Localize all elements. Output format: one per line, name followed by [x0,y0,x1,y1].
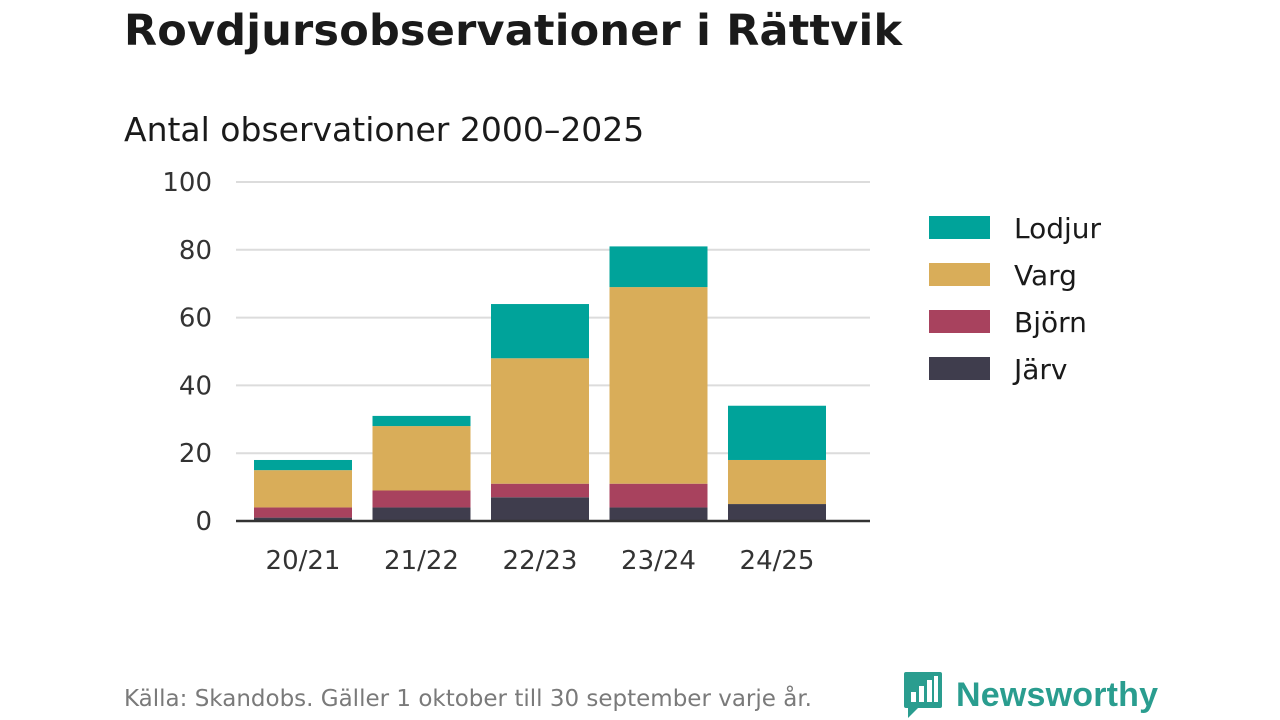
bar-segment-varg [372,426,471,491]
bar-segment-järv [491,497,589,521]
y-tick-label: 80 [179,236,212,266]
source-note: Källa: Skandobs. Gäller 1 oktober till 3… [124,686,812,712]
bar-segment-varg [491,358,589,484]
bar-segment-lodjur [491,304,589,359]
bar-segment-lodjur [372,415,471,427]
bar-segment-varg [254,470,352,508]
bar-segment-järv [372,507,471,521]
y-tick-label: 0 [195,507,212,537]
bar-segment-järv [728,504,826,521]
bar-segment-järv [254,517,352,521]
newsworthy-logo-icon [904,672,942,718]
bar-segment-lodjur [609,246,708,288]
bar-segment-varg [609,287,708,484]
legend-swatch [929,357,990,380]
brand-logo: Newsworthy [902,670,1158,720]
legend: Lodjur Varg Björn Järv [929,212,1102,386]
legend-label: Björn [1014,306,1087,339]
legend-label: Lodjur [1014,212,1102,245]
x-tick-label: 20/21 [266,546,341,576]
legend-label: Varg [1014,259,1077,292]
bars [254,246,826,521]
chart-subtitle: Antal observationer 2000–2025 [124,110,645,149]
bar-segment-björn [491,483,589,498]
legend-swatch [929,216,990,239]
y-tick-label: 100 [162,168,212,198]
bar-segment-lodjur [728,405,826,460]
legend-label: Järv [1012,353,1068,386]
x-tick-label: 23/24 [621,546,696,576]
x-tick-label: 24/25 [740,546,815,576]
legend-swatch [929,263,990,286]
bar-segment-björn [254,507,352,518]
chart-title: Rovdjursobservationer i Rättvik [124,6,903,56]
brand-name: Newsworthy [956,675,1159,714]
bar-segment-björn [372,490,471,508]
x-tick-label: 22/23 [503,546,578,576]
bar-segment-järv [609,507,708,521]
axes: 0 20 40 60 80 100 20/21 21/22 22/23 23/24 24/25 [162,168,870,576]
bar-segment-lodjur [254,459,352,471]
y-tick-label: 60 [179,304,212,334]
bar-segment-björn [609,483,708,508]
legend-swatch [929,310,990,333]
bar-segment-varg [728,459,826,505]
y-tick-label: 40 [179,371,212,401]
x-tick-label: 21/22 [384,546,459,576]
y-tick-label: 20 [179,439,212,469]
